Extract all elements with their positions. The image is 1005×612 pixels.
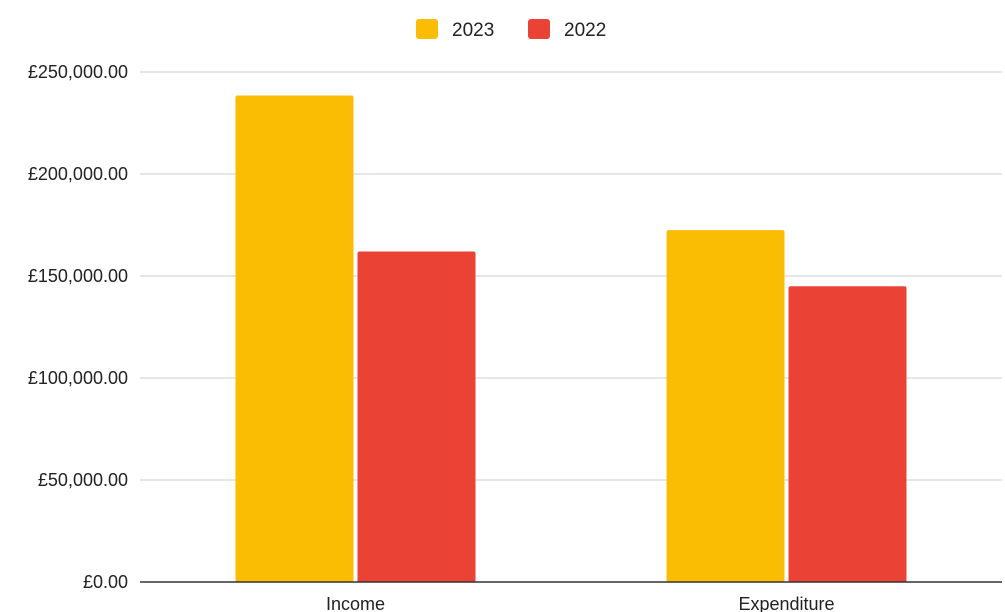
legend-label-2023: 2023 <box>452 20 494 41</box>
y-tick-label: £0.00 <box>83 572 128 592</box>
bar-2022-expenditure <box>788 286 907 582</box>
y-tick-label: £100,000.00 <box>28 368 128 388</box>
legend-swatch-2023 <box>416 19 438 39</box>
x-tick-label: Expenditure <box>738 594 834 612</box>
legend-label-2022: 2022 <box>564 20 606 41</box>
x-axis: Income Expenditure <box>140 581 1002 612</box>
bar-2023-expenditure <box>666 230 785 582</box>
bar-2023-income <box>235 95 354 583</box>
bars <box>235 95 907 583</box>
y-tick-label: £200,000.00 <box>28 164 128 184</box>
legend-swatch-2022 <box>528 19 550 39</box>
y-axis: £0.00 £50,000.00 £100,000.00 £150,000.00 £20… <box>28 62 128 592</box>
x-tick-label: Income <box>326 594 385 612</box>
legend: 2023 2022 <box>416 19 606 41</box>
y-tick-label: £50,000.00 <box>38 470 128 490</box>
bar-2022-income <box>357 251 476 582</box>
y-tick-label: £250,000.00 <box>28 62 128 82</box>
y-tick-label: £150,000.00 <box>28 266 128 286</box>
